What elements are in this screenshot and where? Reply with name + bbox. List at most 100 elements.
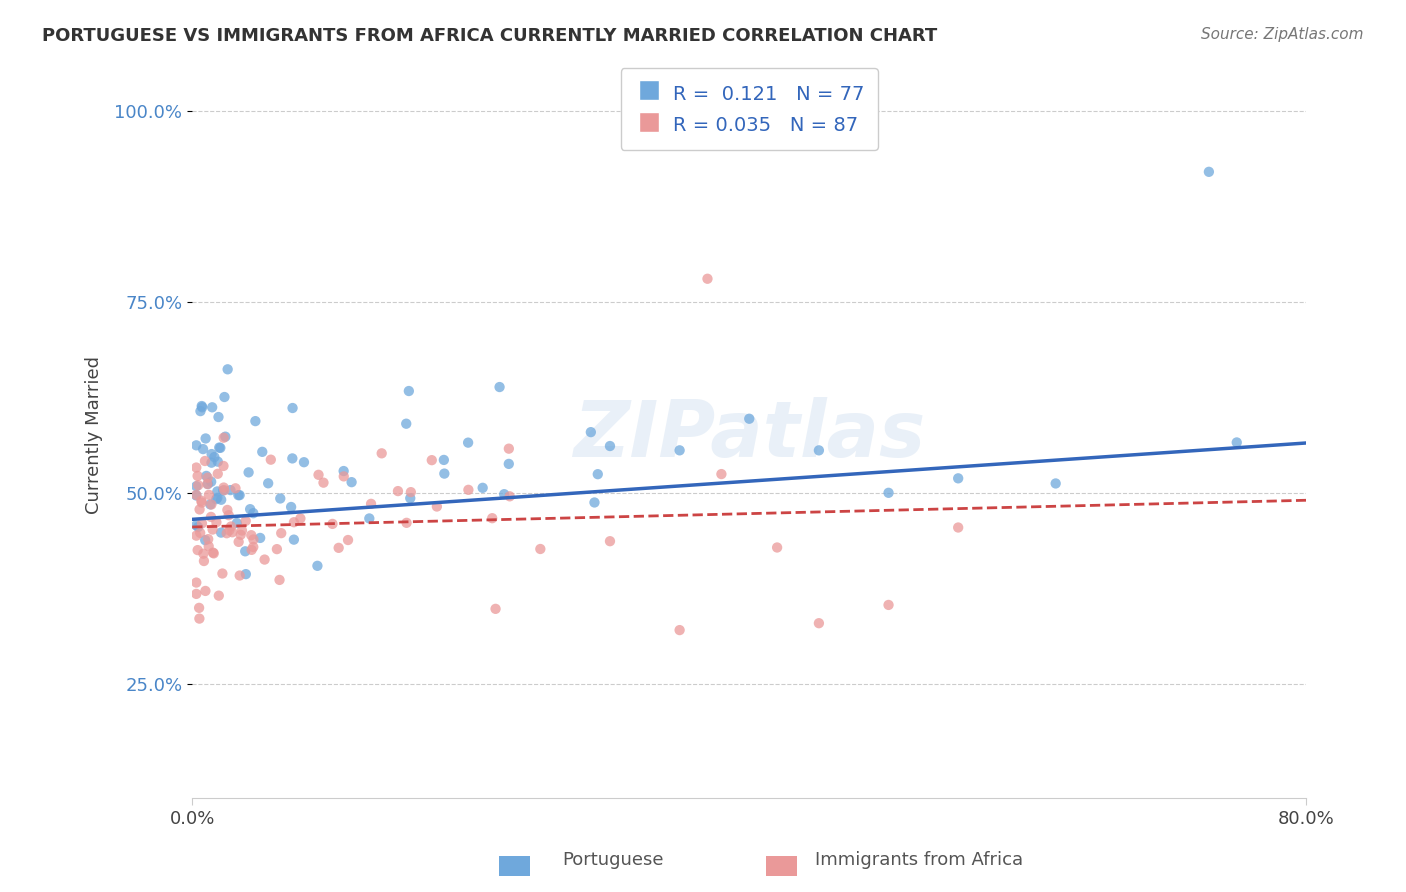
Point [228,488,250,502]
Point [1198,165,1220,179]
Point [202,450,225,464]
Point [270,526,292,541]
Point [200,498,222,512]
Text: Portuguese: Portuguese [562,851,664,869]
Point [193,547,215,561]
Point [370,446,392,460]
Point [207,484,229,499]
Point [200,497,222,511]
Point [242,540,264,554]
Point [321,516,343,531]
Point [186,575,208,590]
Point [208,441,231,455]
Point [807,616,830,631]
Point [235,514,257,528]
Text: PORTUGUESE VS IMMIGRANTS FROM AFRICA CURRENTLY MARRIED CORRELATION CHART: PORTUGUESE VS IMMIGRANTS FROM AFRICA CUR… [42,27,938,45]
Point [187,520,209,534]
Point [340,475,363,490]
Point [209,441,232,455]
Point [269,491,291,506]
Point [228,534,250,549]
Point [195,469,218,483]
Point [191,401,214,415]
Point [186,438,208,452]
Point [205,492,228,507]
Point [190,404,212,418]
Point [190,399,212,413]
Point [599,439,621,453]
Point [197,477,219,491]
Point [186,587,208,601]
Point [218,508,240,523]
Point [214,390,236,404]
Point [696,272,718,286]
Point [212,431,235,445]
Point [198,488,221,502]
Point [1226,435,1249,450]
Point [312,475,335,490]
Point [197,470,219,484]
Point [283,533,305,547]
Point [946,520,969,534]
Point [195,477,218,491]
Point [186,518,208,533]
Point [387,484,409,499]
Point [433,467,456,481]
Point [217,362,239,376]
Point [290,511,312,525]
Point [433,453,456,467]
Point [225,516,247,530]
Point [398,384,420,398]
Point [457,483,479,497]
Point [245,414,267,428]
Point [235,567,257,582]
Point [208,589,231,603]
Point [191,516,214,531]
Point [484,602,506,616]
Point [205,515,228,529]
Point [201,523,224,537]
Point [283,515,305,529]
Point [207,491,229,505]
Point [668,623,690,637]
Point [219,519,242,533]
Point [252,445,274,459]
Point [269,573,291,587]
Point [499,489,522,503]
Point [738,411,761,425]
Point [186,528,208,542]
Point [529,541,551,556]
Point [197,532,219,546]
Point [238,466,260,480]
Point [188,502,211,516]
Point [946,471,969,485]
Point [281,401,304,415]
Point [266,542,288,557]
Point [395,417,418,431]
Point [1045,476,1067,491]
Point [214,483,236,498]
Point [257,476,280,491]
Point [807,443,830,458]
Point [583,495,606,509]
Legend: R =  0.121   N = 77, R = 0.035   N = 87: R = 0.121 N = 77, R = 0.035 N = 87 [620,68,877,150]
Point [766,541,789,555]
Point [599,534,621,549]
Point [281,451,304,466]
Point [218,524,240,538]
Point [212,458,235,473]
Point [307,558,329,573]
Point [332,469,354,483]
Point [212,483,235,498]
Point [494,487,516,501]
Point [200,510,222,524]
Point [260,452,283,467]
Point [200,447,222,461]
Point [211,566,233,581]
Point [202,546,225,560]
Point [426,500,449,514]
Point [194,432,217,446]
Point [579,425,602,439]
Point [188,600,211,615]
Point [877,485,900,500]
